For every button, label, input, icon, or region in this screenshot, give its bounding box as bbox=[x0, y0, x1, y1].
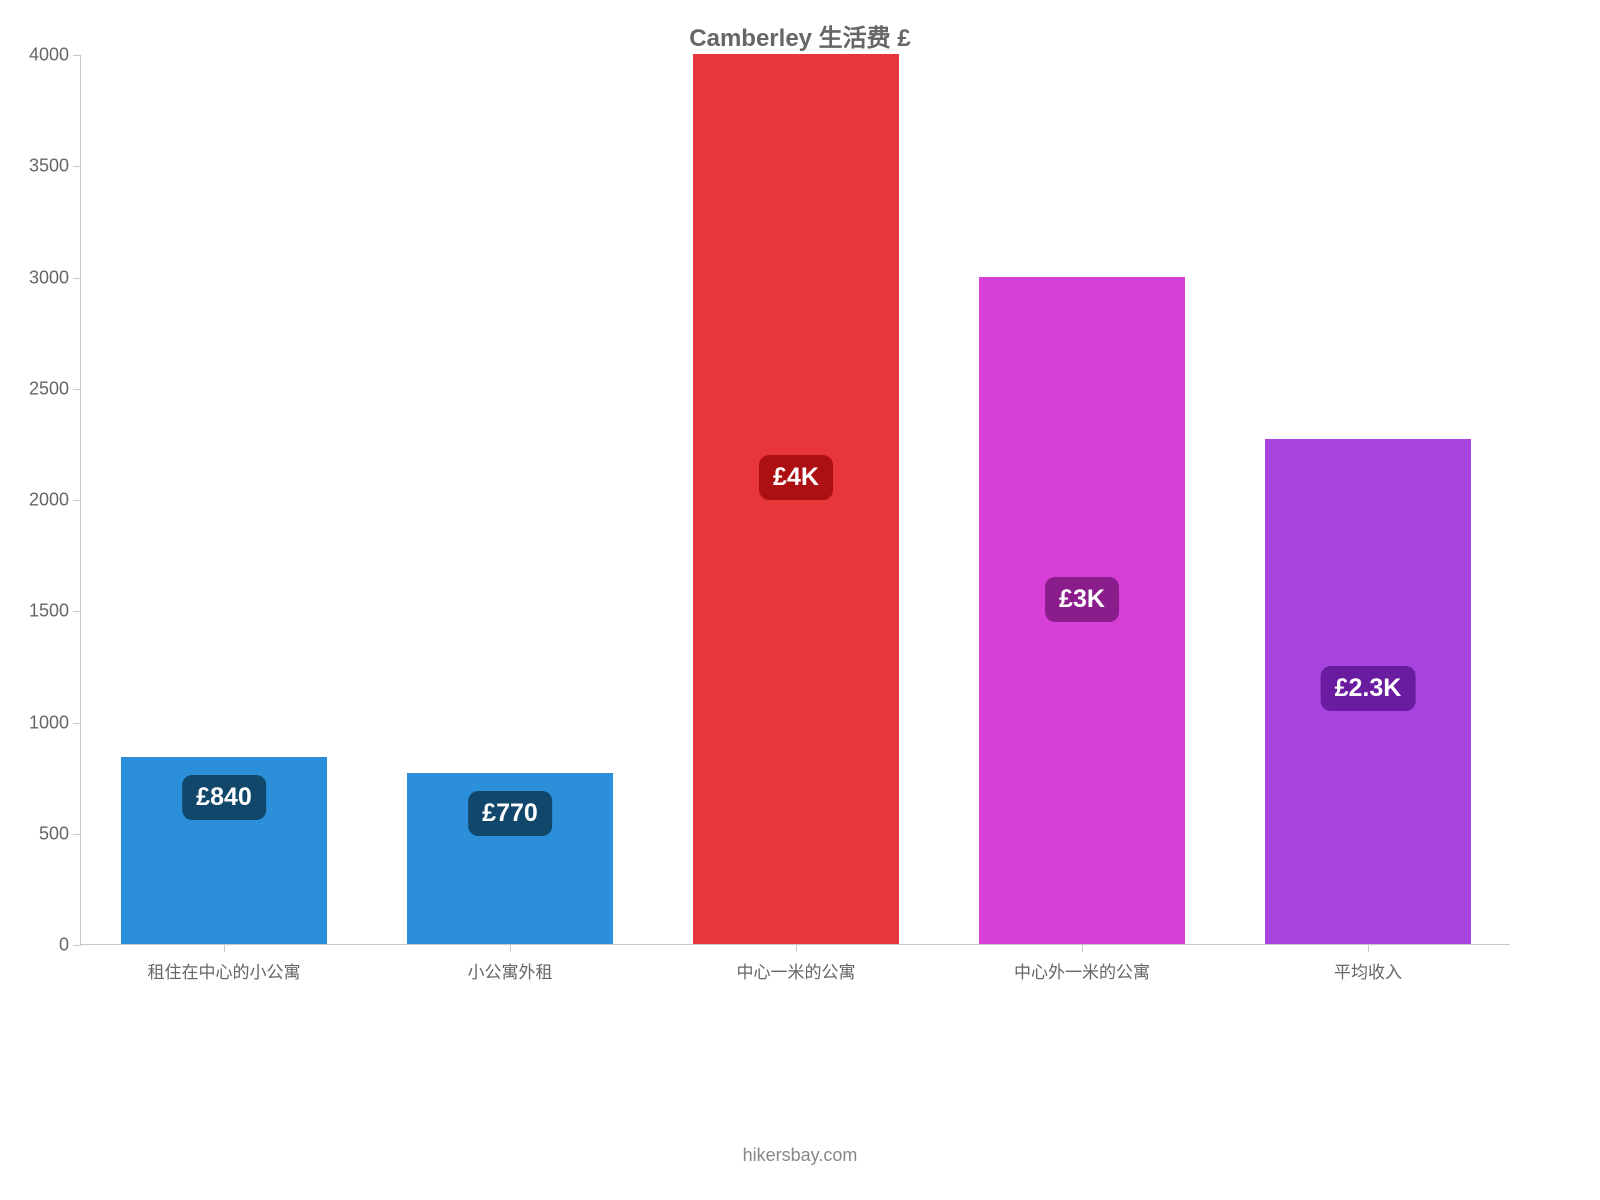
bar: £4K bbox=[693, 54, 899, 944]
y-tick-mark bbox=[73, 166, 81, 167]
value-badge: £3K bbox=[1045, 577, 1119, 622]
y-tick-mark bbox=[73, 389, 81, 390]
attribution-text: hikersbay.com bbox=[0, 1145, 1600, 1166]
x-tick-label: 中心一米的公寓 bbox=[737, 944, 856, 983]
value-badge: £4K bbox=[759, 455, 833, 500]
plot-area: 05001000150020002500300035004000租住在中心的小公… bbox=[80, 55, 1510, 945]
y-tick-mark bbox=[73, 611, 81, 612]
bar: £3K bbox=[979, 277, 1185, 945]
bar: £840 bbox=[121, 757, 327, 944]
chart-title: Camberley 生活费 £ bbox=[0, 18, 1600, 53]
y-tick-mark bbox=[73, 723, 81, 724]
x-tick-label: 平均收入 bbox=[1334, 944, 1402, 983]
x-tick-label: 小公寓外租 bbox=[468, 944, 553, 983]
x-tick-label: 中心外一米的公寓 bbox=[1014, 944, 1150, 983]
y-tick-mark bbox=[73, 55, 81, 56]
y-tick-mark bbox=[73, 278, 81, 279]
y-tick-mark bbox=[73, 834, 81, 835]
value-badge: £770 bbox=[468, 791, 552, 836]
bar: £2.3K bbox=[1265, 439, 1471, 944]
bar: £770 bbox=[407, 773, 613, 944]
y-tick-mark bbox=[73, 500, 81, 501]
chart-container: Camberley 生活费 £ 050010001500200025003000… bbox=[0, 0, 1600, 1200]
y-tick-mark bbox=[73, 945, 81, 946]
value-badge: £2.3K bbox=[1321, 666, 1416, 711]
x-tick-label: 租住在中心的小公寓 bbox=[148, 944, 301, 983]
value-badge: £840 bbox=[182, 775, 266, 820]
